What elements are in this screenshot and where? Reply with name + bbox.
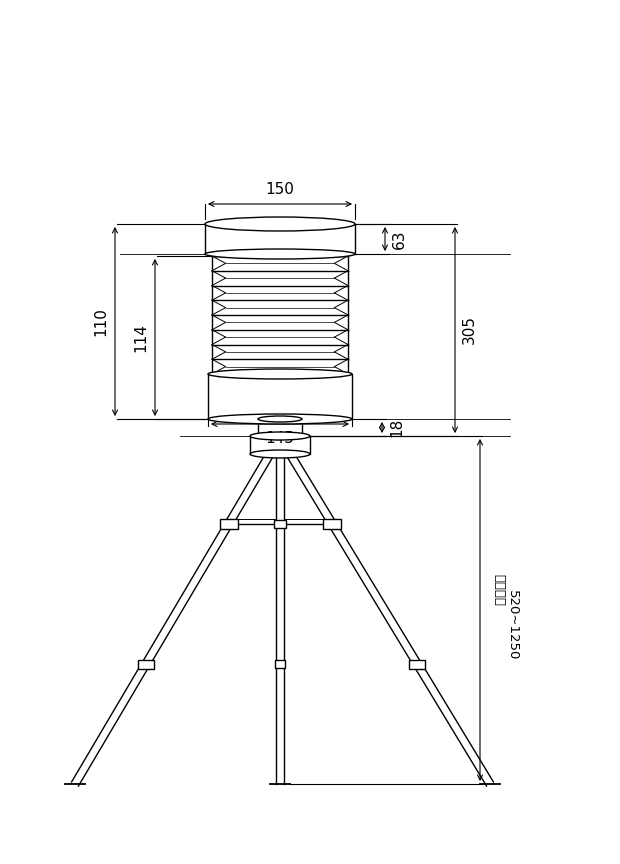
Bar	[409, 659, 425, 669]
Ellipse shape	[205, 217, 355, 231]
Text: 伸缩范围: 伸缩范围	[492, 574, 505, 606]
Ellipse shape	[205, 249, 355, 259]
Bar	[250, 436, 310, 454]
Bar	[275, 660, 285, 668]
Text: 18: 18	[389, 418, 404, 437]
Bar	[274, 520, 286, 528]
Text: 145: 145	[265, 431, 294, 446]
Ellipse shape	[250, 432, 310, 440]
Bar	[258, 419, 302, 436]
Text: 110: 110	[93, 307, 108, 336]
Text: 305: 305	[462, 315, 477, 345]
Text: 520~1250: 520~1250	[506, 590, 519, 660]
Text: 63: 63	[392, 229, 407, 249]
Ellipse shape	[208, 369, 352, 379]
Bar	[324, 519, 342, 529]
Bar	[219, 519, 237, 529]
Ellipse shape	[258, 416, 302, 422]
Ellipse shape	[258, 433, 302, 439]
Text: 114: 114	[133, 323, 148, 352]
Bar	[208, 374, 352, 419]
Bar	[138, 659, 154, 669]
Text: 150: 150	[265, 182, 294, 197]
Ellipse shape	[250, 450, 310, 458]
Ellipse shape	[208, 414, 352, 424]
